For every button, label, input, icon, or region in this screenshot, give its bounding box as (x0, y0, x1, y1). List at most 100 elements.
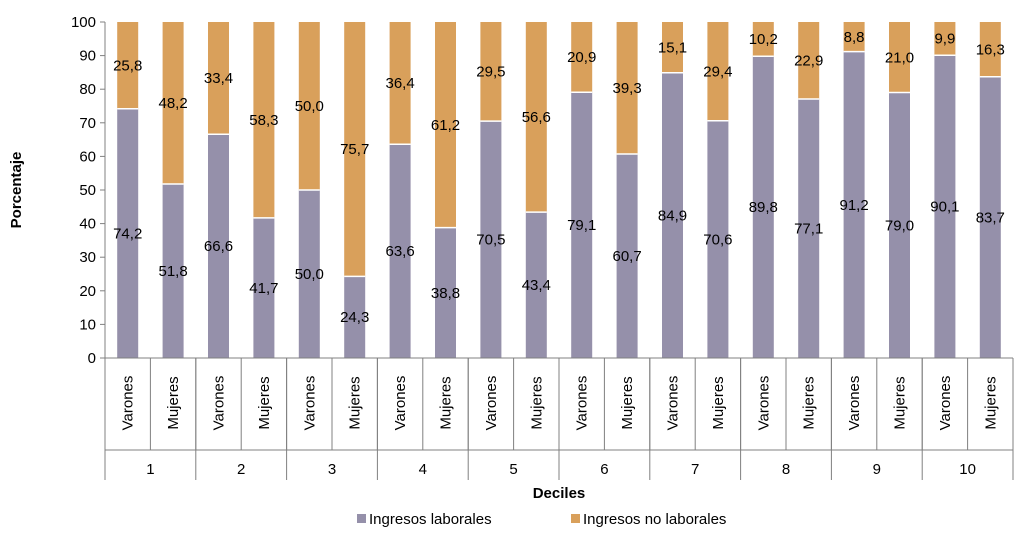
data-label-ingresos-laborales: 51,8 (158, 263, 187, 280)
x-axis-title: Deciles (533, 485, 586, 502)
y-tick-label: 100 (71, 14, 96, 31)
bar-ingresos-no-laborales (253, 22, 275, 218)
data-label-ingresos-no-laborales: 29,5 (476, 64, 505, 81)
x-subcategory-label: Varones (937, 376, 954, 431)
bar-ingresos-no-laborales (979, 22, 1001, 77)
y-tick-label: 40 (79, 216, 96, 233)
bar-ingresos-laborales (662, 72, 683, 359)
data-label-ingresos-laborales: 63,6 (385, 243, 414, 260)
data-label-ingresos-laborales: 60,7 (612, 248, 641, 265)
x-decile-label: 5 (509, 461, 517, 478)
bar-ingresos-laborales (389, 144, 411, 358)
data-label-ingresos-laborales: 79,0 (885, 217, 914, 234)
data-label-ingresos-laborales: 83,7 (976, 209, 1005, 226)
bar-ingresos-laborales (752, 56, 774, 358)
data-label-ingresos-no-laborales: 16,3 (976, 41, 1005, 58)
y-axis: 0 10 20 30 40 50 60 70 80 90 100 (71, 14, 106, 367)
x-subcategory-label: Varones (211, 376, 228, 431)
x-subcategory-label: Mujeres (528, 376, 545, 429)
bar-ingresos-no-laborales (662, 22, 683, 73)
data-label-ingresos-laborales: 74,2 (113, 225, 142, 242)
data-label-ingresos-laborales: 66,6 (204, 238, 233, 255)
data-label-ingresos-no-laborales: 61,2 (431, 117, 460, 134)
bar-ingresos-no-laborales (525, 22, 547, 213)
x-decile-label: 6 (600, 461, 608, 478)
data-label-ingresos-laborales: 90,1 (930, 199, 959, 216)
x-subcategory-label: Mujeres (801, 376, 818, 429)
bar-ingresos-laborales (798, 98, 820, 358)
bar-ingresos-no-laborales (208, 22, 229, 135)
bar-ingresos-laborales (616, 154, 638, 358)
x-decile-label: 7 (691, 461, 699, 478)
x-subcategory-label: Varones (665, 376, 682, 431)
x-subcategory-label: Varones (392, 376, 409, 431)
bar-ingresos-laborales (889, 92, 910, 358)
x-decile-label: 3 (328, 461, 336, 478)
legend-label: Ingresos laborales (369, 511, 492, 528)
x-decile-label: 4 (419, 461, 427, 478)
data-label-ingresos-no-laborales: 15,1 (658, 39, 687, 56)
data-label-ingresos-laborales: 84,9 (658, 207, 687, 224)
bar-ingresos-no-laborales (752, 22, 774, 57)
data-label-ingresos-no-laborales: 75,7 (340, 141, 369, 158)
x-decile-label: 2 (237, 461, 245, 478)
bar-ingresos-laborales (707, 120, 729, 358)
data-label-ingresos-laborales: 70,5 (476, 232, 505, 249)
bar-ingresos-no-laborales (435, 22, 456, 228)
y-tick-label: 70 (79, 115, 96, 132)
bar-ingresos-no-laborales (162, 22, 184, 184)
x-subcategory-label: Varones (301, 376, 318, 431)
data-label-ingresos-laborales: 79,1 (567, 217, 596, 234)
x-decile-label: 1 (146, 461, 154, 478)
bar-ingresos-no-laborales (298, 22, 320, 190)
x-subcategory-label: Mujeres (347, 376, 364, 429)
x-axis: Varones Mujeres 1 Varones Mujeres 2 Varones Muj… (104, 357, 1014, 480)
legend-label: Ingresos no laborales (583, 511, 726, 528)
x-subcategory-label: Mujeres (256, 376, 273, 429)
data-label-ingresos-laborales: 50,0 (295, 266, 324, 283)
data-label-ingresos-laborales: 77,1 (794, 220, 823, 237)
x-subcategory-label: Varones (483, 376, 500, 431)
x-subcategory-label: Mujeres (892, 376, 909, 429)
x-subcategory-label: Mujeres (710, 376, 727, 429)
bar-ingresos-no-laborales (344, 22, 366, 277)
bar-ingresos-no-laborales (389, 22, 411, 145)
bar-ingresos-laborales (344, 276, 366, 358)
y-tick-label: 20 (79, 283, 96, 300)
data-label-ingresos-laborales: 89,8 (749, 199, 778, 216)
data-label-ingresos-laborales: 41,7 (249, 280, 278, 297)
data-label-ingresos-no-laborales: 20,9 (567, 49, 596, 66)
bar-ingresos-no-laborales (934, 22, 956, 56)
bar-ingresos-laborales (162, 183, 184, 358)
data-label-ingresos-no-laborales: 33,4 (204, 70, 233, 87)
data-label-ingresos-no-laborales: 50,0 (295, 98, 324, 115)
data-label-ingresos-no-laborales: 48,2 (158, 95, 187, 112)
x-decile-label: 9 (873, 461, 881, 478)
y-tick-label: 50 (79, 182, 96, 199)
y-tick-label: 0 (88, 350, 96, 367)
bar-ingresos-no-laborales (889, 22, 910, 93)
x-subcategory-label: Mujeres (165, 376, 182, 429)
bar-ingresos-laborales (979, 76, 1001, 358)
bar-ingresos-laborales (435, 227, 456, 358)
x-subcategory-label: Varones (755, 376, 772, 431)
y-tick-label: 10 (79, 316, 96, 333)
x-decile-label: 8 (782, 461, 790, 478)
bar-ingresos-no-laborales (571, 22, 593, 93)
data-label-ingresos-no-laborales: 39,3 (612, 80, 641, 97)
x-subcategory-label: Mujeres (438, 376, 455, 429)
y-axis-title: Porcentaje (8, 152, 25, 229)
bar-ingresos-laborales (117, 108, 139, 358)
data-label-ingresos-no-laborales: 58,3 (249, 112, 278, 129)
bar-ingresos-no-laborales (798, 22, 820, 99)
data-label-ingresos-no-laborales: 25,8 (113, 57, 142, 74)
data-label-ingresos-no-laborales: 29,4 (703, 63, 732, 80)
bar-ingresos-no-laborales (480, 22, 502, 122)
y-tick-label: 30 (79, 249, 96, 266)
legend-swatch (357, 514, 366, 523)
bar-ingresos-no-laborales (707, 22, 729, 121)
legend: Ingresos laborales Ingresos no laborales (357, 511, 726, 528)
data-label-ingresos-laborales: 91,2 (839, 197, 868, 214)
data-label-ingresos-no-laborales: 10,2 (749, 31, 778, 48)
